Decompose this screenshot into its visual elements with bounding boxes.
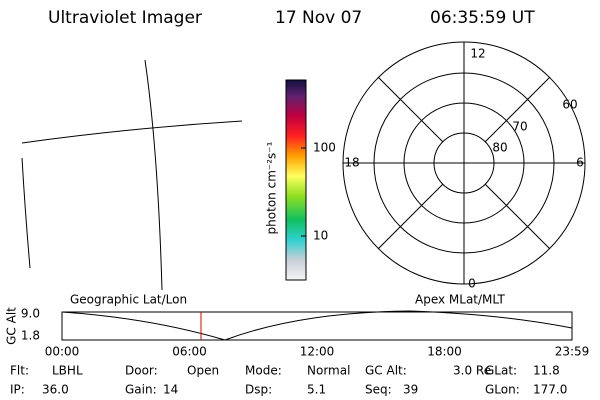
status-label: Mode: (245, 364, 282, 378)
polar-label: 80 (492, 141, 507, 155)
polar-label: 12 (470, 47, 485, 61)
status-label: GLon: (485, 383, 520, 397)
status-label: Door: (125, 364, 158, 378)
status-label: GC Alt: (365, 364, 407, 378)
colorbar-tick-label: 10 (313, 229, 328, 243)
polar-grid (342, 41, 586, 285)
colorbar-unit: photon cm⁻²s⁻¹ (265, 141, 279, 234)
status-label: Gain: (125, 383, 157, 397)
left-label: Geographic Lat/Lon (70, 293, 187, 307)
title: Ultraviolet Imager (48, 8, 202, 28)
x-tick-label: 23:59 (555, 345, 590, 359)
status-value: 3.0 Re (453, 364, 491, 378)
status-value: 5.1 (307, 383, 326, 397)
altitude-curve (61, 310, 573, 341)
status-value: 36.0 (42, 383, 69, 397)
status-value: LBHL (52, 364, 83, 378)
x-tick-label: 06:00 (172, 345, 207, 359)
polar-label: 0 (468, 277, 476, 291)
status-label: GLat: (485, 364, 517, 378)
right-label: Apex MLat/MLT (415, 293, 505, 307)
status-label: IP: (10, 383, 25, 397)
x-tick-label: 12:00 (300, 345, 335, 359)
polar-label: 60 (562, 98, 577, 112)
time: 06:35:59 UT (430, 8, 535, 28)
status-label: Seq: (365, 383, 392, 397)
status-value: 14 (163, 383, 178, 397)
x-tick-label: 00:00 (45, 345, 80, 359)
status-label: Flt: (10, 364, 29, 378)
y-label: GC Alt (5, 307, 19, 345)
status-value: Normal (307, 364, 350, 378)
y-tick-label: 9.0 (21, 307, 40, 321)
status-value: 11.8 (533, 364, 560, 378)
status-value: 39 (403, 383, 418, 397)
status-value: Open (187, 364, 219, 378)
polar-label: 6 (576, 156, 584, 170)
polar-label: 70 (512, 120, 527, 134)
y-tick-label: 1.8 (21, 329, 40, 343)
colorbar (285, 79, 307, 281)
date: 17 Nov 07 (275, 8, 362, 28)
map-grid (21, 59, 243, 291)
status-value: 177.0 (533, 383, 567, 397)
x-tick-label: 18:00 (427, 345, 462, 359)
status-label: Dsp: (245, 383, 272, 397)
colorbar-tick-label: 100 (313, 141, 336, 155)
orbit-frame (61, 311, 573, 341)
polar-label: 18 (344, 156, 359, 170)
